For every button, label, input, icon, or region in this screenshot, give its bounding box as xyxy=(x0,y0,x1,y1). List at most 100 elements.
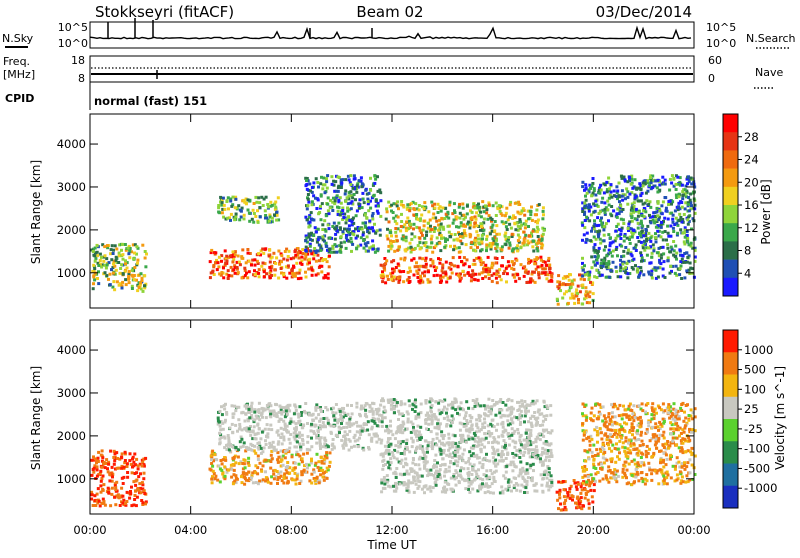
freq-tick-bottom: 8 xyxy=(78,72,85,85)
echo-pixel xyxy=(113,463,116,466)
echo-pixel xyxy=(492,237,495,240)
echo-pixel xyxy=(514,477,517,480)
echo-pixel xyxy=(474,239,477,242)
echo-pixel xyxy=(430,228,433,231)
echo-pixel xyxy=(537,273,540,276)
echo-pixel xyxy=(267,403,270,406)
echo-pixel xyxy=(326,174,329,177)
echo-pixel xyxy=(377,190,380,193)
echo-pixel xyxy=(224,475,227,478)
echo-pixel xyxy=(481,234,484,237)
echo-pixel xyxy=(286,461,289,464)
echo-pixel xyxy=(622,208,625,211)
echo-pixel xyxy=(320,270,323,273)
echo-pixel xyxy=(423,207,426,210)
echo-pixel xyxy=(277,440,280,443)
echo-pixel xyxy=(254,273,257,276)
echo-pixel xyxy=(340,179,343,182)
echo-pixel xyxy=(346,210,349,213)
echo-pixel xyxy=(452,248,455,251)
echo-pixel xyxy=(232,413,235,416)
echo-pixel xyxy=(628,176,631,179)
echo-pixel xyxy=(532,469,535,472)
echo-pixel xyxy=(440,234,443,237)
echo-pixel xyxy=(209,468,212,471)
echo-pixel xyxy=(623,240,626,243)
echo-pixel xyxy=(654,211,657,214)
echo-pixel xyxy=(212,265,215,268)
echo-pixel xyxy=(460,438,463,441)
echo-pixel xyxy=(469,420,472,423)
echo-pixel xyxy=(467,271,470,274)
echo-pixel xyxy=(396,401,399,404)
echo-pixel xyxy=(520,434,523,437)
echo-pixel xyxy=(220,405,223,408)
echo-pixel xyxy=(636,267,639,270)
echo-pixel xyxy=(350,446,353,449)
echo-pixel xyxy=(500,278,503,281)
echo-pixel xyxy=(257,482,260,485)
echo-pixel xyxy=(681,258,684,261)
echo-pixel xyxy=(365,423,368,426)
echo-pixel xyxy=(485,437,488,440)
echo-pixel xyxy=(668,189,671,192)
echo-pixel xyxy=(442,228,445,231)
echo-pixel xyxy=(144,257,147,260)
echo-pixel xyxy=(489,469,492,472)
echo-pixel xyxy=(327,419,330,422)
echo-pixel xyxy=(595,204,598,207)
echo-pixel xyxy=(527,420,530,423)
echo-pixel xyxy=(284,456,287,459)
echo-pixel xyxy=(394,231,397,234)
echo-pixel xyxy=(372,417,375,420)
echo-pixel xyxy=(332,414,335,417)
echo-pixel xyxy=(519,451,522,454)
echo-pixel xyxy=(474,207,477,210)
echo-pixel xyxy=(630,183,633,186)
echo-pixel xyxy=(97,487,100,490)
echo-pixel xyxy=(270,482,273,485)
echo-pixel xyxy=(660,257,663,260)
echo-pixel xyxy=(461,203,464,206)
echo-pixel xyxy=(139,472,142,475)
echo-pixel xyxy=(395,222,398,225)
echo-pixel xyxy=(373,174,376,177)
echo-pixel xyxy=(294,462,297,465)
echo-pixel xyxy=(267,428,270,431)
echo-pixel xyxy=(666,225,669,228)
echo-pixel xyxy=(470,454,473,457)
echo-pixel xyxy=(593,219,596,222)
echo-pixel xyxy=(368,231,371,234)
echo-pixel xyxy=(229,255,232,258)
echo-pixel xyxy=(275,256,278,259)
echo-pixel xyxy=(248,411,251,414)
echo-pixel xyxy=(104,466,107,469)
echo-pixel xyxy=(523,238,526,241)
echo-pixel xyxy=(234,215,237,218)
echo-pixel xyxy=(217,261,220,264)
echo-pixel xyxy=(349,174,352,177)
echo-pixel xyxy=(485,249,488,252)
echo-pixel xyxy=(421,257,424,260)
echo-pixel xyxy=(378,419,381,422)
echo-pixel xyxy=(463,425,466,428)
echo-pixel xyxy=(91,474,94,477)
echo-pixel xyxy=(447,433,450,436)
echo-pixel xyxy=(331,209,334,212)
echo-pixel xyxy=(326,203,329,206)
echo-pixel xyxy=(115,259,118,262)
echo-pixel xyxy=(509,414,512,417)
echo-pixel xyxy=(682,194,685,197)
echo-pixel xyxy=(419,229,422,232)
echo-pixel xyxy=(525,432,528,435)
echo-pixel xyxy=(269,460,272,463)
echo-pixel xyxy=(99,259,102,262)
echo-pixel xyxy=(514,202,517,205)
echo-pixel xyxy=(505,457,508,460)
echo-pixel xyxy=(612,209,615,212)
echo-pixel xyxy=(542,213,545,216)
echo-pixel xyxy=(674,272,677,275)
echo-pixel xyxy=(581,284,584,287)
echo-pixel xyxy=(383,406,386,409)
echo-pixel xyxy=(321,425,324,428)
